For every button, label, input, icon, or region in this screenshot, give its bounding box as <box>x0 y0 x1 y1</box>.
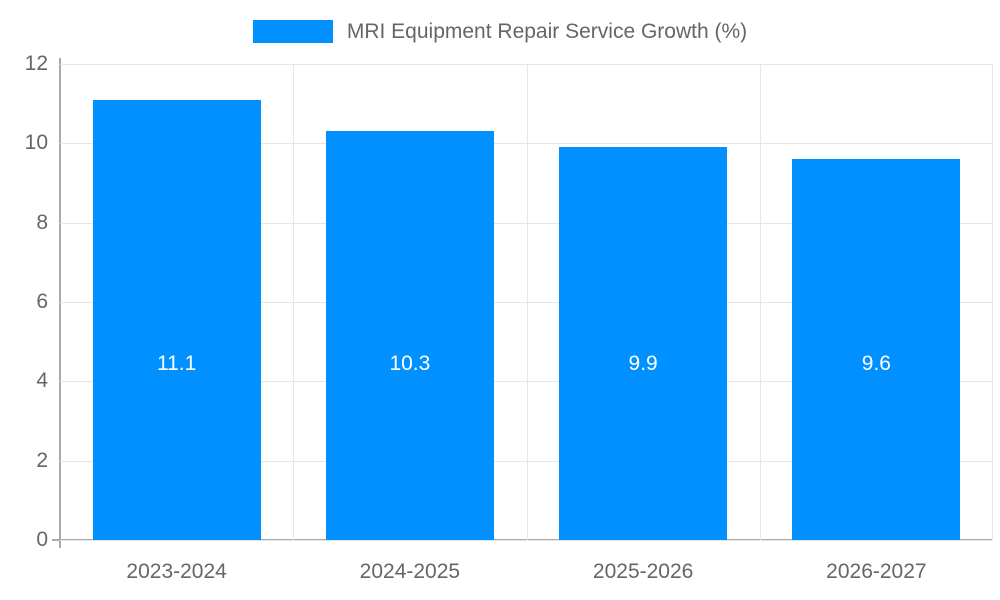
bar[interactable] <box>325 131 494 540</box>
y-axis-tick-label: 0 <box>36 528 48 551</box>
bar-value-label: 10.3 <box>389 351 431 375</box>
gridline-horizontal <box>60 381 993 383</box>
plot-area: 11.1 10.3 9.9 9.6 <box>60 64 993 541</box>
bar-value-label: 9.9 <box>628 351 658 375</box>
gridline-horizontal <box>60 222 993 224</box>
y-axis-tick-labels: 0 2 4 6 8 10 12 <box>0 0 48 600</box>
gridline-horizontal <box>60 540 993 541</box>
chart-legend: MRI Equipment Repair Service Growth (%) <box>0 14 1000 48</box>
gridline-vertical <box>760 64 761 540</box>
gridline-vertical <box>293 64 294 540</box>
x-axis-tick-label: 2025-2026 <box>592 560 694 583</box>
gridline-horizontal <box>60 460 993 462</box>
legend-color-swatch-icon <box>252 19 333 43</box>
bar[interactable] <box>92 99 261 540</box>
legend-item[interactable]: MRI Equipment Repair Service Growth (%) <box>252 19 748 43</box>
x-axis-tick-label: 2023-2024 <box>126 560 227 583</box>
x-axis-tick-label: 2026-2027 <box>826 560 927 583</box>
x-axis-tick-label: 2024-2025 <box>359 560 461 583</box>
gridline-horizontal <box>60 64 993 65</box>
gridline-horizontal <box>60 302 993 303</box>
y-axis-tick-label: 2 <box>36 448 48 472</box>
bar-value-label: 9.6 <box>861 351 891 375</box>
y-axis-tick-label: 6 <box>36 290 48 313</box>
bar-value-label: 11.1 <box>156 351 197 375</box>
y-axis-tick-label: 12 <box>24 52 48 75</box>
y-axis-tick-label: 4 <box>36 369 48 393</box>
bar[interactable] <box>792 159 961 540</box>
y-axis-tick-label: 8 <box>36 210 48 234</box>
gridline-vertical <box>527 64 528 540</box>
legend-label: MRI Equipment Repair Service Growth (%) <box>346 19 748 43</box>
bar[interactable] <box>559 147 728 540</box>
gridline-horizontal <box>60 143 993 145</box>
y-axis-tick-label: 10 <box>24 131 48 155</box>
y-axis-line <box>59 58 61 548</box>
